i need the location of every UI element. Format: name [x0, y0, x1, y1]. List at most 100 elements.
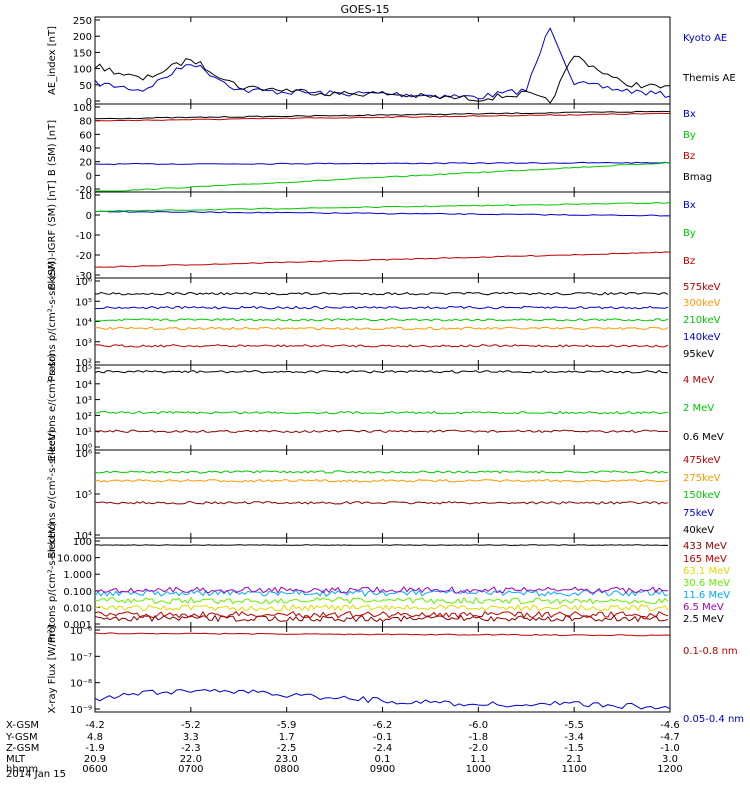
- series-line: [94, 500, 669, 505]
- y-tick-label: 100: [73, 103, 92, 114]
- y-tick-label: 0: [86, 97, 92, 108]
- x-axis-value: -2.4: [373, 743, 393, 754]
- series-line: [94, 112, 670, 122]
- x-axis-value: -3.4: [564, 732, 584, 743]
- y-tick-label: 10.000: [57, 554, 92, 565]
- x-axis-value: 23.0: [276, 754, 298, 765]
- y-tick-label: 40: [79, 144, 92, 155]
- legend-entry: 0.05-0.4 nm: [683, 714, 744, 725]
- series-line: [94, 27, 671, 100]
- y-tick-label: 10²: [75, 358, 92, 369]
- x-axis-value: 1000: [466, 764, 491, 775]
- panel-frame: [94, 537, 671, 628]
- series-line: [94, 55, 670, 104]
- legend-entry: 4 MeV: [683, 375, 714, 386]
- legend-entry: 210keV: [683, 315, 721, 326]
- y-tick-label: -20: [76, 185, 92, 196]
- y-axis-label: Electrons e/(cm²-s-sr-keV): [47, 429, 58, 558]
- x-axis-value: -5.5: [564, 720, 584, 731]
- x-axis-value: -1.0: [660, 743, 680, 754]
- y-tick-label: 10⁶: [75, 449, 92, 460]
- series-line: [94, 632, 671, 637]
- series-line: [94, 201, 671, 213]
- legend-entry: 6.5 MeV: [683, 602, 724, 613]
- panel-frame: [94, 626, 671, 713]
- x-axis-value: 0900: [370, 764, 395, 775]
- x-axis-value: 2.1: [566, 754, 582, 765]
- legend-entry: Kyoto AE: [683, 33, 727, 44]
- series-line: [94, 161, 671, 166]
- series-line: [94, 596, 669, 605]
- legend-entry: Bx: [683, 200, 696, 211]
- x-axis-row-label: Z-GSM: [6, 743, 39, 754]
- legend-entry: 475keV: [683, 455, 721, 466]
- y-tick-label: 10⁵: [75, 490, 92, 501]
- series-line: [94, 586, 669, 594]
- y-tick-label: 10⁵: [75, 364, 92, 375]
- legend-entry: 95keV: [683, 349, 714, 360]
- x-axis-row-label: MLT: [6, 754, 26, 765]
- series-line: [94, 603, 669, 612]
- y-tick-label: 10³: [75, 396, 92, 407]
- y-tick-label: 0.001: [63, 620, 92, 631]
- series-line: [94, 344, 669, 348]
- x-axis-row-label: hhmm: [6, 764, 38, 775]
- x-axis-value: -2.5: [277, 743, 297, 754]
- y-tick-label: 50: [79, 81, 92, 92]
- y-tick-label: 0: [86, 171, 92, 182]
- x-axis-value: -1.9: [85, 743, 105, 754]
- x-axis-value: -4.7: [660, 732, 680, 743]
- series-line: [94, 470, 669, 474]
- y-tick-label: 10⁴: [75, 380, 92, 391]
- legend-entry: Bmag: [683, 172, 712, 183]
- series-line: [94, 110, 671, 120]
- legend-entry: 2 MeV: [683, 403, 714, 414]
- y-tick-label: 80: [79, 117, 92, 128]
- y-tick-label: -10: [76, 231, 92, 242]
- figure-title: GOES-15: [340, 3, 389, 16]
- legend-entry: 150keV: [683, 490, 721, 501]
- x-axis-value: -1.8: [469, 732, 489, 743]
- series-line: [94, 610, 669, 619]
- y-tick-label: 10: [79, 191, 92, 202]
- y-tick-label: 10¹: [75, 427, 92, 438]
- legend-entry: 275keV: [683, 473, 721, 484]
- x-axis-value: -0.1: [373, 732, 393, 743]
- legend-entry: Bx: [683, 109, 696, 120]
- legend-entry: 2.5 MeV: [683, 614, 724, 625]
- x-axis-value: 22.0: [180, 754, 202, 765]
- series-line: [94, 318, 669, 322]
- x-axis-value: -4.6: [660, 720, 680, 731]
- series-line: [94, 326, 669, 331]
- x-axis-value: -5.2: [181, 720, 201, 731]
- date-label: 2014 Jan 15: [6, 769, 66, 780]
- legend-entry: 0.6 MeV: [683, 432, 724, 443]
- y-tick-label: 10²: [75, 411, 92, 422]
- legend-entry: 433 MeV: [683, 541, 727, 552]
- y-tick-label: 100: [73, 537, 92, 548]
- x-axis-row-label: X-GSM: [6, 720, 39, 731]
- y-tick-label: 0.010: [63, 603, 92, 614]
- x-axis-value: -2.3: [181, 743, 201, 754]
- series-line: [94, 210, 671, 217]
- x-axis-value: 1.7: [279, 732, 295, 743]
- y-tick-label: 10⁴: [75, 318, 92, 329]
- panel-frame: [94, 277, 671, 366]
- y-tick-label: 60: [79, 130, 92, 141]
- y-tick-label: 10⁴: [75, 531, 92, 542]
- x-axis-row-label: Y-GSM: [5, 732, 38, 743]
- y-tick-label: 250: [73, 16, 92, 27]
- legend-entry: 30.6 MeV: [683, 578, 730, 589]
- x-axis-value: 3.0: [662, 754, 678, 765]
- series-line: [94, 544, 669, 546]
- legend-entry: Bz: [683, 151, 695, 162]
- series-line: [94, 479, 669, 483]
- x-axis-value: 0800: [274, 764, 299, 775]
- series-line: [94, 370, 669, 374]
- x-axis-value: 1200: [657, 764, 682, 775]
- legend-entry: Themis AE: [682, 73, 736, 84]
- y-axis-label: B (SM) [nT]: [47, 120, 58, 176]
- legend-entry: 575keV: [683, 282, 721, 293]
- x-axis-value: -4.2: [85, 720, 105, 731]
